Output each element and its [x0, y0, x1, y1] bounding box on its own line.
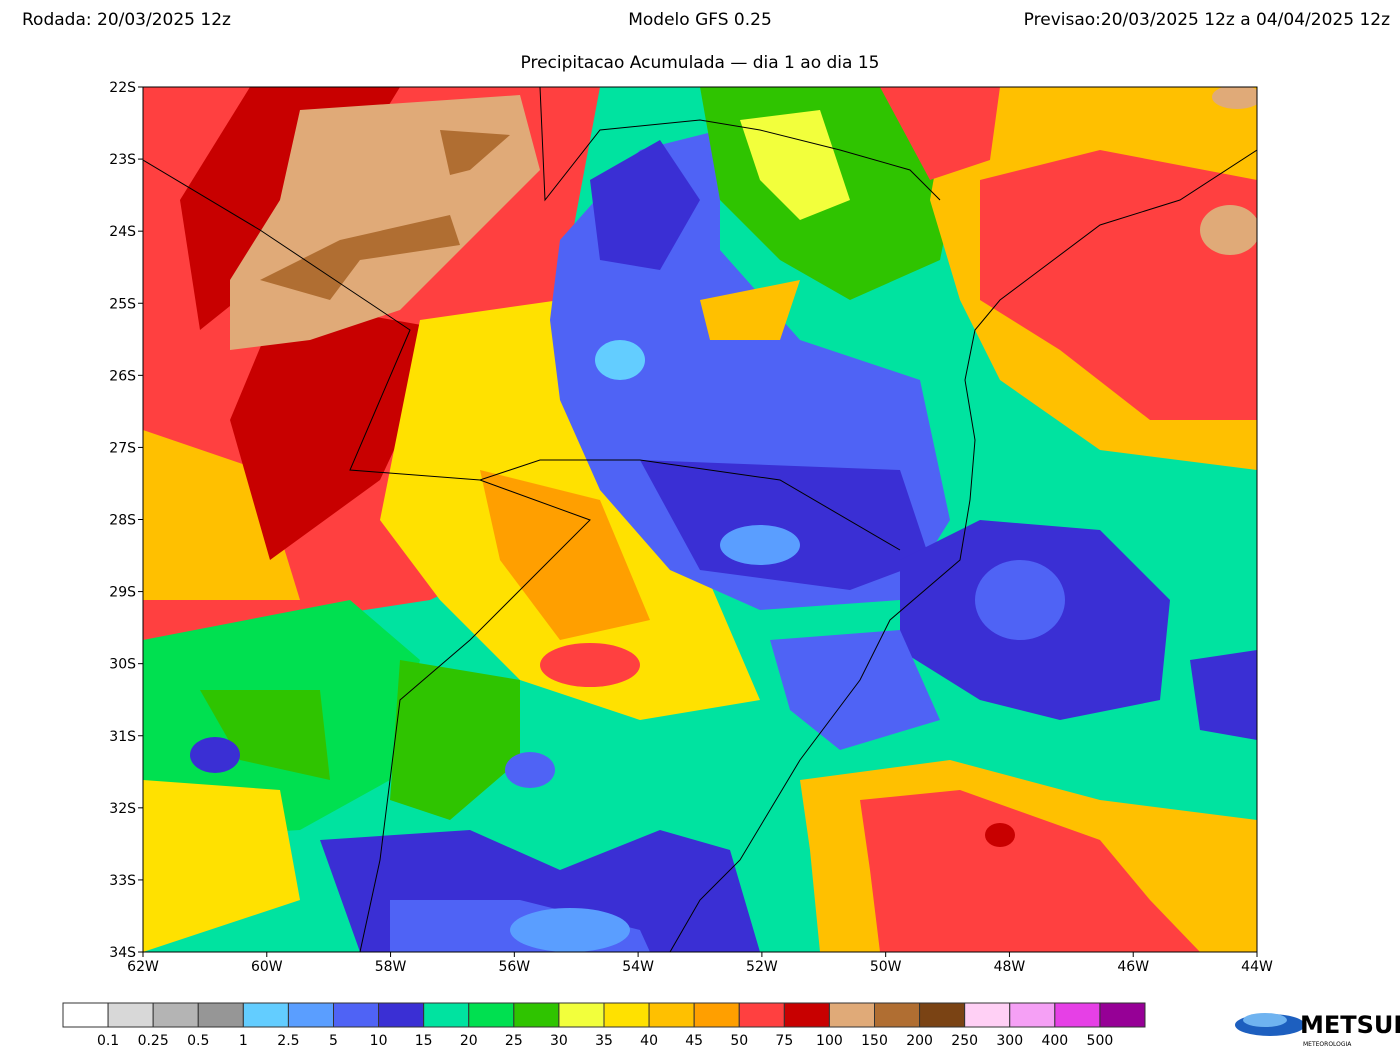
y-tick-label: 27S	[109, 440, 136, 456]
colorbar-swatch	[333, 1002, 380, 1028]
y-tick-label: 30S	[109, 657, 136, 673]
logo-globe-highlight	[1243, 1013, 1287, 1027]
colorbar-label: 20	[460, 1033, 478, 1049]
y-tick-label: 28S	[109, 513, 136, 529]
colorbar-swatch	[62, 1002, 109, 1028]
y-tick-label: 29S	[109, 585, 136, 601]
colorbar-label: 0.25	[138, 1033, 169, 1049]
colorbar-swatch	[874, 1002, 921, 1028]
x-tick-label: 44W	[1241, 959, 1273, 975]
colorbar: 0.1 0.25 0.5 1 2.5 5 10 15 20 25 30 35 40 45 50 75 100 15…	[62, 1002, 1146, 1049]
colorbar-label: 30	[550, 1033, 568, 1049]
colorbar-swatch	[603, 1002, 650, 1028]
x-tick-label: 58W	[375, 959, 407, 975]
colorbar-label: 10	[370, 1033, 388, 1049]
colorbar-swatch	[648, 1002, 695, 1028]
colorbar-swatch	[919, 1002, 966, 1028]
colorbar-swatch	[197, 1002, 244, 1028]
y-tick-label: 24S	[109, 224, 136, 240]
colorbar-swatch	[107, 1002, 154, 1028]
colorbar-label: 2.5	[277, 1033, 299, 1049]
run-label: Rodada: 20/03/2025 12z	[22, 10, 231, 30]
y-tick-label: 31S	[109, 729, 136, 745]
x-tick-label: 56W	[498, 959, 530, 975]
colorbar-swatch	[1009, 1002, 1056, 1028]
y-tick-label: 33S	[109, 873, 136, 889]
colorbar-swatch	[468, 1002, 515, 1028]
colorbar-label: 300	[996, 1033, 1023, 1049]
y-tick-label: 25S	[109, 296, 136, 312]
colorbar-label: 5	[329, 1033, 338, 1049]
y-tick-label: 23S	[109, 152, 136, 168]
forecast-label: Previsao:20/03/2025 12z a 04/04/2025 12z	[1024, 10, 1390, 30]
colorbar-swatch	[152, 1002, 199, 1028]
colorbar-label: 150	[861, 1033, 888, 1049]
x-tick-label: 62W	[127, 959, 159, 975]
colorbar-swatch	[242, 1002, 289, 1028]
colorbar-swatch	[783, 1002, 830, 1028]
colorbar-label: 50	[730, 1033, 748, 1049]
colorbar-label: 400	[1041, 1033, 1068, 1049]
x-tick-label: 60W	[251, 959, 283, 975]
colorbar-swatch	[287, 1002, 334, 1028]
colorbar-label: 100	[816, 1033, 843, 1049]
colorbar-swatch	[964, 1002, 1011, 1028]
colorbar-label: 1	[239, 1033, 248, 1049]
logo-name: METSUL	[1300, 1011, 1400, 1039]
colorbar-label: 15	[415, 1033, 433, 1049]
colorbar-swatch	[423, 1002, 470, 1028]
model-label: Modelo GFS 0.25	[628, 10, 772, 30]
colorbar-swatch	[378, 1002, 425, 1028]
logo: METSUL METEOROLOGIA	[1235, 1011, 1400, 1048]
x-tick-label: 50W	[870, 959, 902, 975]
x-tick-label: 54W	[622, 959, 654, 975]
colorbar-label: 200	[906, 1033, 933, 1049]
colorbar-label: 500	[1087, 1033, 1114, 1049]
colorbar-swatch	[738, 1002, 785, 1028]
y-tick-label: 22S	[109, 80, 136, 96]
x-tick-label: 46W	[1117, 959, 1149, 975]
colorbar-label: 25	[505, 1033, 523, 1049]
logo-tagline: METEOROLOGIA	[1303, 1041, 1352, 1048]
x-tick-label: 52W	[746, 959, 778, 975]
colorbar-label: 250	[951, 1033, 978, 1049]
colorbar-label: 75	[775, 1033, 793, 1049]
y-tick-label: 34S	[109, 945, 136, 961]
colorbar-label: 0.1	[97, 1033, 119, 1049]
colorbar-swatch	[693, 1002, 740, 1028]
precip-field	[143, 87, 1257, 952]
colorbar-swatch	[1099, 1002, 1146, 1028]
x-tick-label: 48W	[994, 959, 1026, 975]
subtitle: Precipitacao Acumulada — dia 1 ao dia 15	[521, 53, 880, 73]
colorbar-label: 45	[685, 1033, 703, 1049]
map-axes: 62W 60W 58W 56W 54W 52W 50W 48W 46W 44W 22S 23S 24S 2…	[109, 80, 1273, 975]
colorbar-swatch	[558, 1002, 605, 1028]
colorbar-label: 0.5	[187, 1033, 209, 1049]
y-tick-label: 26S	[109, 368, 136, 384]
y-tick-label: 32S	[109, 801, 136, 817]
colorbar-label: 35	[595, 1033, 613, 1049]
colorbar-swatch	[1054, 1002, 1101, 1028]
colorbar-swatch	[513, 1002, 560, 1028]
colorbar-swatch	[828, 1002, 876, 1028]
colorbar-label: 40	[640, 1033, 658, 1049]
